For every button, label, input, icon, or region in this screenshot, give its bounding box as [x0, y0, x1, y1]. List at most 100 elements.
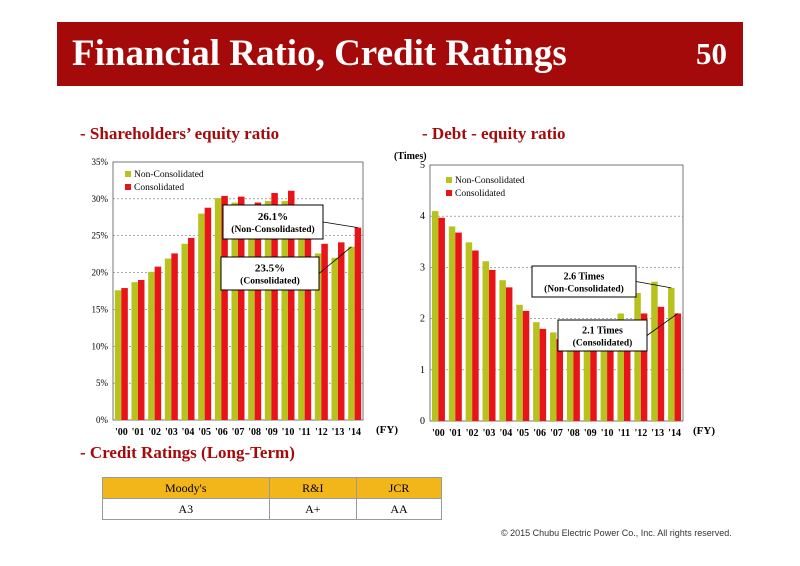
- equity-x-tick-label: '12: [315, 427, 328, 438]
- debt-bar-non-consolidated: [600, 339, 608, 421]
- equity-x-tick-label: '11: [299, 427, 311, 438]
- equity-bar-non-consolidated: [298, 237, 305, 420]
- debt-bar-consolidated: [522, 310, 530, 421]
- copyright-notice: © 2015 Chubu Electric Power Co., Inc. Al…: [501, 528, 732, 538]
- equity-x-tick-label: '06: [215, 427, 228, 438]
- equity-bar-consolidated: [171, 253, 178, 420]
- debt-x-tick-label: '12: [634, 428, 647, 439]
- equity-bar-consolidated: [221, 195, 228, 420]
- debt-x-tick-label: '08: [567, 428, 580, 439]
- debt-callout-value: 2.6 Times: [564, 272, 605, 283]
- debt-callout-leader: [635, 281, 672, 289]
- equity-x-tick-label: '05: [198, 427, 211, 438]
- equity-callout-series: (Consolidated): [240, 276, 300, 287]
- debt-x-tick-label: '13: [651, 428, 664, 439]
- debt-bar-consolidated: [489, 269, 496, 421]
- debt-y-tick-label: 1: [420, 365, 425, 376]
- debt-callout-series: (Consolidated): [573, 338, 633, 349]
- debt-bar-non-consolidated: [651, 281, 658, 421]
- equity-x-tick-label: '04: [182, 427, 195, 438]
- debt-bar-consolidated: [590, 341, 597, 421]
- equity-bar-consolidated: [188, 237, 195, 420]
- debt-bar-consolidated: [505, 287, 513, 421]
- debt-x-tick-label: '14: [668, 428, 681, 439]
- credit-ratings-heading: - Credit Ratings (Long-Term): [80, 443, 295, 462]
- equity-legend-swatch-non-consolidated: [125, 171, 131, 177]
- debt-bar-consolidated: [539, 328, 547, 421]
- equity-callout-box: [222, 204, 324, 240]
- equity-x-tick-label: '09: [265, 427, 278, 438]
- debt-legend-label-consolidated: Consolidated: [455, 189, 505, 199]
- equity-bar-non-consolidated: [164, 258, 172, 420]
- debt-x-tick-label: '06: [533, 428, 546, 439]
- debt-y-tick-label: 0: [420, 416, 425, 427]
- equity-callout-box: [220, 256, 320, 291]
- equity-bar-non-consolidated: [148, 271, 155, 420]
- equity-bar-consolidated: [304, 231, 312, 420]
- equity-bar-non-consolidated: [114, 290, 122, 420]
- equity-bar-consolidated: [138, 279, 145, 420]
- equity-x-tick-label: '00: [115, 427, 128, 438]
- debt-bar-consolidated: [657, 306, 665, 421]
- debt-bar-consolidated: [556, 339, 563, 421]
- equity-callout-series: (Non-Consolidasted): [231, 224, 314, 235]
- equity-bar-consolidated: [288, 190, 295, 420]
- debt-x-tick-label: '03: [483, 428, 496, 439]
- debt-x-tick-label: '11: [618, 428, 630, 439]
- equity-bar-consolidated: [204, 207, 212, 420]
- debt-y-tick-label: 4: [420, 211, 425, 222]
- debt-bar-non-consolidated: [566, 333, 574, 421]
- title-bar: Financial Ratio, Credit Ratings 50: [57, 22, 743, 86]
- equity-y-tick-label: 25%: [92, 231, 109, 241]
- equity-bar-consolidated: [271, 192, 278, 420]
- header-ri: R&I: [268, 477, 358, 499]
- rating-moodys: A3: [102, 498, 270, 520]
- equity-x-tick-label: '10: [282, 427, 295, 438]
- equity-bar-non-consolidated: [131, 282, 138, 420]
- debt-bar-non-consolidated: [465, 242, 473, 421]
- equity-callout-leader: [322, 221, 358, 229]
- equity-bar-consolidated: [154, 266, 162, 420]
- equity-legend-swatch-consolidated: [125, 184, 131, 190]
- equity-bar-non-consolidated: [248, 206, 255, 420]
- debt-x-tick-label: '09: [584, 428, 597, 439]
- debt-bar-non-consolidated: [617, 313, 624, 421]
- debt-bar-non-consolidated: [583, 336, 591, 421]
- equity-x-tick-label: '03: [165, 427, 178, 438]
- equity-bar-non-consolidated: [314, 253, 322, 420]
- rating-jcr: AA: [356, 498, 442, 520]
- equity-bar-consolidated: [338, 242, 345, 420]
- debt-y-tick-label: 3: [420, 262, 425, 273]
- ratings-header-row: Moody's R&I JCR: [102, 477, 442, 499]
- rating-ri: A+: [268, 498, 358, 520]
- debt-bar-consolidated: [623, 323, 631, 421]
- debt-bar-consolidated: [640, 313, 648, 421]
- equity-y-tick-label: 15%: [92, 304, 109, 314]
- equity-y-tick-label: 20%: [92, 268, 109, 278]
- debt-bar-non-consolidated: [499, 280, 506, 421]
- debt-legend-label-non-consolidated: Non-Consolidated: [455, 176, 525, 186]
- debt-y-tick-label: 2: [420, 314, 425, 325]
- equity-legend-label-non-consolidated: Non-Consolidated: [134, 170, 204, 180]
- equity-bar-non-consolidated: [231, 202, 238, 420]
- debt-bar-consolidated: [674, 313, 682, 421]
- equity-x-tick-label: '14: [348, 427, 361, 438]
- debt-bar-non-consolidated: [516, 304, 523, 421]
- debt-bar-consolidated: [472, 250, 479, 421]
- debt-bar-non-consolidated: [448, 226, 456, 421]
- header-jcr: JCR: [356, 477, 442, 499]
- equity-bar-non-consolidated: [264, 201, 272, 420]
- equity-x-axis-label: (FY): [376, 424, 398, 436]
- debt-bar-non-consolidated: [668, 287, 675, 421]
- debt-callout-box: [557, 319, 648, 352]
- debt-x-tick-label: '05: [516, 428, 529, 439]
- equity-bar-non-consolidated: [181, 243, 188, 420]
- equity-bar-consolidated: [238, 196, 245, 420]
- debt-x-tick-label: '07: [550, 428, 563, 439]
- equity-bar-non-consolidated: [281, 201, 288, 420]
- debt-y-tick-label: 5: [420, 160, 425, 171]
- equity-x-tick-label: '01: [132, 427, 145, 438]
- equity-x-tick-label: '07: [232, 427, 245, 438]
- debt-bar-non-consolidated: [431, 211, 439, 421]
